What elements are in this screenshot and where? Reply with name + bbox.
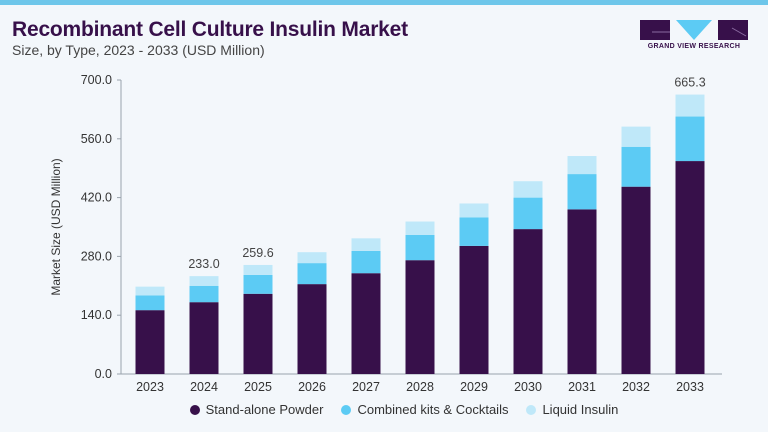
bar-segment-2025-liquid-insulin <box>243 264 273 275</box>
data-label: 233.0 <box>188 257 219 271</box>
bar-segment-2030-stand-alone-powder <box>513 229 543 374</box>
bar-segment-2024-combined-kits <box>189 285 219 303</box>
bar-segment-2032-combined-kits <box>621 146 651 187</box>
logo-text: GRAND VIEW RESEARCH <box>647 43 741 50</box>
chart-title: Recombinant Cell Culture Insulin Market <box>12 18 408 41</box>
bar-segment-2026-liquid-insulin <box>297 252 327 264</box>
stacked-bar-chart: 0.0 140.0 280.0 420.0 560.0 700.0 Market Size … <box>49 73 722 394</box>
y-tick-label: 280.0 <box>81 249 112 263</box>
legend-swatch <box>341 404 352 415</box>
bar-segment-2028-stand-alone-powder <box>405 260 435 374</box>
y-tick-label: 0.0 <box>95 367 112 381</box>
y-tick-label: 560.0 <box>81 132 112 146</box>
bar-segment-2031-combined-kits <box>567 174 597 210</box>
bar-segment-2031-liquid-insulin <box>567 156 597 175</box>
grand-view-research-logo <box>640 20 748 40</box>
bar-segment-2028-liquid-insulin <box>405 221 435 235</box>
bar-segment-2028-combined-kits <box>405 234 435 261</box>
y-tick-label: 140.0 <box>81 308 112 322</box>
chart-subtitle: Size, by Type, 2023 - 2033 (USD Million) <box>12 42 265 58</box>
bar-segment-2026-combined-kits <box>297 263 327 285</box>
bar-segment-2033-stand-alone-powder <box>675 161 705 374</box>
bar-segment-2033-combined-kits <box>675 116 705 162</box>
legend-swatch <box>526 404 537 415</box>
top-accent-bar <box>0 0 768 5</box>
bar-segment-2032-stand-alone-powder <box>621 186 651 374</box>
bar-segment-2031-stand-alone-powder <box>567 209 597 374</box>
bar-segment-2027-liquid-insulin <box>351 238 381 251</box>
legend-item-combined-kits: Combined kits & Cocktails <box>341 402 508 417</box>
bar-segment-2033-liquid-insulin <box>675 94 705 117</box>
legend-swatch <box>189 404 200 415</box>
x-tick-label: 2024 <box>190 380 218 394</box>
legend-item-liquid-insulin: Liquid Insulin <box>526 402 618 417</box>
y-tick-label: 420.0 <box>81 191 112 205</box>
data-label: 665.3 <box>674 76 705 90</box>
bar-segment-2024-liquid-insulin <box>189 276 219 286</box>
bar-segment-2024-stand-alone-powder <box>189 302 219 374</box>
bar-segment-2025-combined-kits <box>243 274 273 294</box>
bar-segment-2030-liquid-insulin <box>513 181 543 198</box>
legend-label: Combined kits & Cocktails <box>357 402 509 417</box>
bar-segment-2027-stand-alone-powder <box>351 273 381 374</box>
x-tick-label: 2026 <box>298 380 326 394</box>
x-tick-label: 2025 <box>244 380 272 394</box>
bar-segment-2029-stand-alone-powder <box>459 245 489 374</box>
x-tick-label: 2027 <box>352 380 380 394</box>
data-label: 259.6 <box>242 246 273 260</box>
legend-item-stand-alone-powder: Stand-alone Powder <box>189 402 324 417</box>
bar-segment-2023-liquid-insulin <box>135 286 165 296</box>
bar-segment-2026-stand-alone-powder <box>297 284 327 374</box>
x-tick-label: 2031 <box>568 380 596 394</box>
bar-segment-2029-combined-kits <box>459 217 489 246</box>
y-tick-label: 700.0 <box>81 73 112 87</box>
bar-segment-2023-combined-kits <box>135 295 165 311</box>
bar-segment-2025-stand-alone-powder <box>243 293 273 374</box>
y-axis-title: Market Size (USD Million) <box>49 158 63 295</box>
x-tick-label: 2023 <box>136 380 164 394</box>
x-tick-label: 2028 <box>406 380 434 394</box>
x-tick-label: 2030 <box>514 380 542 394</box>
legend-label: Stand-alone Powder <box>205 402 324 417</box>
x-tick-label: 2029 <box>460 380 488 394</box>
bar-segment-2029-liquid-insulin <box>459 203 489 218</box>
legend: Stand-alone Powder Combined kits & Cockt… <box>0 402 768 417</box>
bar-segment-2023-stand-alone-powder <box>135 310 165 374</box>
x-tick-label: 2032 <box>622 380 650 394</box>
x-tick-label: 2033 <box>676 380 704 394</box>
bar-segment-2027-combined-kits <box>351 250 381 274</box>
bar-segment-2032-liquid-insulin <box>621 126 651 147</box>
bar-segment-2030-combined-kits <box>513 197 543 230</box>
legend-label: Liquid Insulin <box>542 402 619 417</box>
